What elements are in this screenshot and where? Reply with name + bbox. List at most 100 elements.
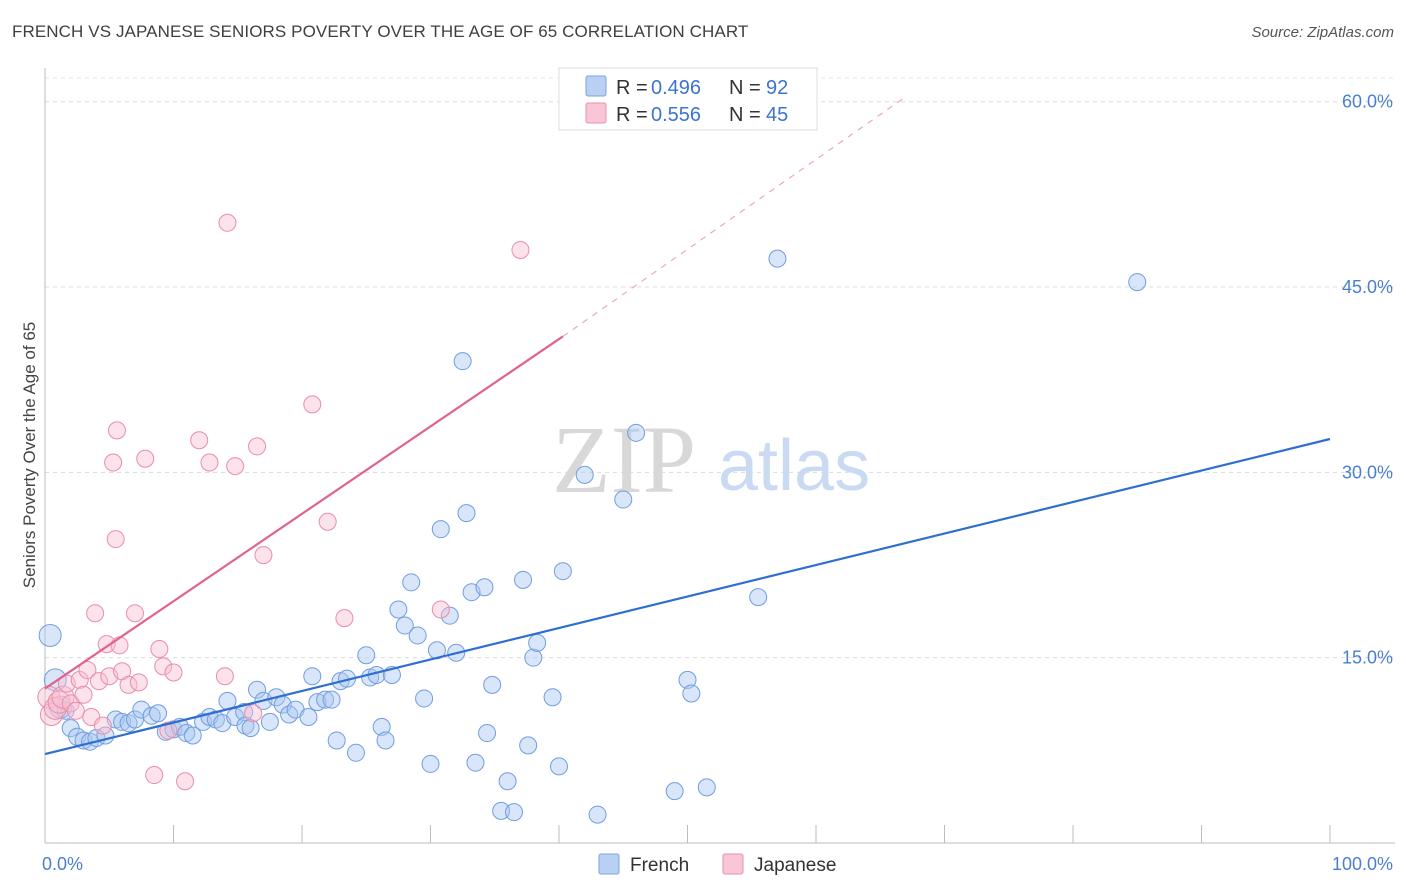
japanese-point-8 — [70, 670, 89, 689]
legend-japanese-n-label: N = — [729, 104, 761, 126]
watermark-zip: ZIP — [552, 406, 696, 513]
axes — [44, 68, 1395, 844]
french-point-55 — [402, 573, 421, 592]
legend-japanese-r-value: 0.556 — [651, 104, 701, 126]
japanese-point-2 — [43, 696, 67, 720]
japanese-point-26 — [145, 766, 164, 785]
japanese-point-14 — [93, 716, 112, 735]
chart-title: FRENCH VS JAPANESE SENIORS POVERTY OVER … — [12, 22, 749, 41]
japanese-point-27 — [150, 640, 169, 659]
french-point-30 — [241, 719, 260, 738]
french-point-71 — [498, 772, 517, 791]
french-point-88 — [749, 588, 768, 607]
french-point-69 — [483, 675, 502, 694]
japanese-point-7 — [66, 701, 85, 720]
french-point-76 — [528, 633, 547, 652]
japanese-point-41 — [318, 512, 337, 531]
french-point-57 — [415, 689, 434, 708]
y-axis-tick-labels: 15.0% 30.0% 45.0% 60.0% — [1342, 92, 1393, 668]
japanese-point-44 — [511, 240, 530, 259]
french-point-33 — [260, 712, 279, 731]
japanese-point-43 — [431, 600, 450, 619]
french-point-42 — [322, 690, 341, 709]
japanese-point-12 — [86, 604, 105, 623]
french-point-77 — [543, 688, 562, 707]
french-point-70 — [492, 801, 511, 820]
series-legend-swatch-japanese — [722, 853, 744, 875]
y-tick-label-3: 60.0% — [1342, 92, 1393, 112]
french-point-75 — [524, 648, 543, 667]
french-point-43 — [327, 731, 346, 750]
french-point-63 — [453, 352, 472, 371]
y-tick-label-1: 30.0% — [1342, 462, 1393, 482]
french-point-31 — [248, 680, 267, 699]
japanese-point-24 — [129, 673, 148, 692]
french-point-39 — [303, 667, 322, 686]
watermark-atlas: atlas — [718, 426, 870, 506]
french-point-38 — [299, 707, 318, 726]
french-point-84 — [665, 782, 684, 801]
japanese-point-37 — [244, 704, 263, 723]
french-point-85 — [678, 670, 697, 689]
french-point-68 — [478, 724, 497, 743]
japanese-point-23 — [125, 604, 144, 623]
series-legend-japanese: Japanese — [754, 855, 836, 876]
french-point-78 — [550, 757, 568, 776]
x-axis-ticks — [44, 825, 1331, 843]
japanese-point-20 — [110, 636, 129, 655]
french-point-47 — [357, 646, 376, 665]
legend-swatch-japanese — [585, 102, 607, 124]
french-point-28 — [235, 703, 254, 722]
french-point-73 — [514, 570, 533, 589]
japanese-point-42 — [335, 609, 354, 628]
y-tick-label-0: 15.0% — [1342, 648, 1393, 668]
japanese-point-19 — [107, 421, 126, 440]
series-legend: French Japanese — [598, 853, 836, 876]
legend-french-n-value: 92 — [766, 77, 788, 99]
japanese-point-17 — [104, 453, 123, 472]
japanese-point-9 — [74, 685, 93, 704]
french-point-51 — [376, 731, 395, 750]
french-point-72 — [505, 803, 524, 822]
japanese-point-38 — [248, 437, 267, 456]
french-point-89 — [768, 249, 787, 268]
japanese-point-22 — [119, 675, 138, 694]
french-point-16 — [149, 704, 168, 723]
french-point-21 — [183, 726, 202, 745]
french-point-53 — [389, 600, 408, 619]
french-point-80 — [575, 465, 594, 484]
y-tick-label-2: 45.0% — [1342, 277, 1393, 297]
trend-lines — [44, 98, 1331, 756]
japanese-point-25 — [136, 449, 155, 468]
legend-french-n-label: N = — [729, 77, 761, 99]
japanese-point-29 — [159, 721, 178, 740]
french-point-46 — [346, 743, 365, 762]
french-point-86 — [682, 684, 701, 703]
french-point-79 — [553, 562, 572, 581]
japanese-point-40 — [303, 395, 322, 414]
x-tick-label-1: 100.0% — [1332, 854, 1393, 874]
french-point-58 — [421, 754, 440, 773]
french-point-50 — [372, 717, 391, 736]
japanese-trend-extension — [562, 98, 903, 337]
french-point-61 — [440, 606, 459, 625]
french-point-82 — [614, 490, 633, 509]
japanese-point-35 — [218, 213, 237, 232]
french-point-90 — [1128, 273, 1147, 292]
gridlines — [45, 77, 1395, 659]
legend-swatch-french — [585, 75, 607, 97]
japanese-point-31 — [176, 772, 195, 791]
french-point-87 — [697, 778, 716, 797]
french-point-66 — [466, 753, 485, 772]
french-points — [38, 249, 1147, 824]
french-point-0 — [38, 623, 62, 647]
x-axis-tick-labels: 0.0% 100.0% — [42, 854, 1393, 874]
french-point-56 — [408, 626, 427, 645]
series-legend-french: French — [630, 855, 689, 876]
legend-japanese-n-value: 45 — [766, 104, 788, 126]
japanese-point-30 — [164, 663, 183, 682]
legend-french-r-value: 0.496 — [651, 77, 701, 99]
french-point-74 — [519, 736, 538, 755]
japanese-point-10 — [78, 661, 97, 680]
